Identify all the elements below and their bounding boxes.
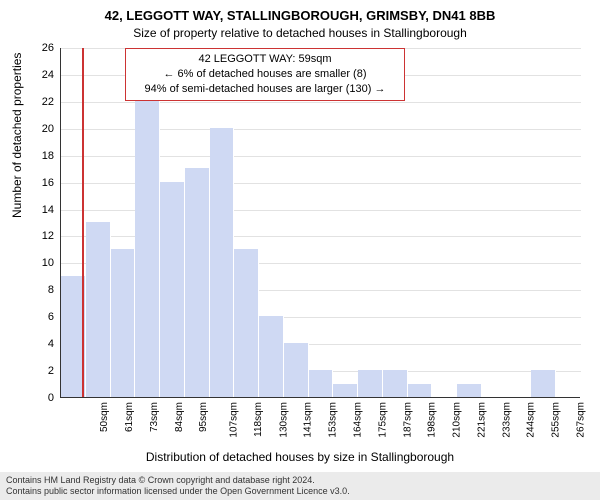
ytick-label: 16 (24, 177, 54, 189)
info-callout-line: 42 LEGGOTT WAY: 59sqm (132, 52, 398, 67)
histogram-bar (210, 128, 235, 397)
property-marker-line (82, 48, 84, 397)
xtick-label: 153sqm (328, 402, 339, 438)
ytick-label: 12 (24, 230, 54, 242)
x-axis-label: Distribution of detached houses by size … (0, 450, 600, 464)
info-callout-line: ← 6% of detached houses are smaller (8) (132, 67, 398, 82)
ytick-label: 0 (24, 392, 54, 404)
histogram-bar (333, 384, 358, 397)
ytick-label: 10 (24, 257, 54, 269)
xtick-label: 118sqm (253, 402, 264, 437)
xtick-label: 107sqm (229, 402, 240, 438)
ytick-label: 20 (24, 123, 54, 135)
chart-title: 42, LEGGOTT WAY, STALLINGBOROUGH, GRIMSB… (0, 8, 600, 23)
xtick-label: 244sqm (526, 402, 537, 438)
ytick-label: 18 (24, 150, 54, 162)
xtick-label: 233sqm (501, 402, 512, 438)
xtick-label: 164sqm (353, 402, 364, 438)
xtick-label: 61sqm (124, 402, 135, 432)
ytick-label: 26 (24, 42, 54, 54)
ytick-label: 14 (24, 204, 54, 216)
xtick-label: 255sqm (551, 402, 562, 438)
xtick-label: 187sqm (402, 402, 413, 438)
histogram-bar (531, 370, 556, 397)
footer-line-2: Contains public sector information licen… (6, 486, 594, 497)
histogram-bar (284, 343, 309, 397)
ytick-label: 4 (24, 338, 54, 350)
histogram-bar (408, 384, 433, 397)
xtick-label: 267sqm (575, 402, 586, 438)
histogram-bar (358, 370, 383, 397)
histogram-bar (234, 249, 259, 397)
histogram-bar (383, 370, 408, 397)
xtick-label: 130sqm (278, 402, 289, 438)
xtick-label: 210sqm (452, 402, 463, 438)
info-callout: 42 LEGGOTT WAY: 59sqm← 6% of detached ho… (125, 48, 405, 101)
xtick-label: 95sqm (198, 402, 209, 432)
ytick-label: 24 (24, 69, 54, 81)
info-callout-line: 94% of semi-detached houses are larger (… (132, 82, 398, 97)
histogram-bar (457, 384, 482, 397)
histogram-bar (111, 249, 136, 397)
xtick-label: 50sqm (99, 402, 110, 432)
xtick-label: 175sqm (377, 402, 388, 438)
histogram-bar (135, 101, 160, 397)
footer-line-1: Contains HM Land Registry data © Crown c… (6, 475, 594, 486)
xtick-label: 198sqm (427, 402, 438, 438)
histogram-bar (309, 370, 334, 397)
chart-container: 42, LEGGOTT WAY, STALLINGBOROUGH, GRIMSB… (0, 0, 600, 500)
xtick-label: 141sqm (303, 402, 314, 438)
ytick-label: 2 (24, 365, 54, 377)
chart-subtitle: Size of property relative to detached ho… (0, 26, 600, 40)
xtick-label: 84sqm (174, 402, 185, 432)
histogram-bar (185, 168, 210, 397)
histogram-bar (160, 182, 185, 397)
xtick-label: 221sqm (476, 402, 487, 438)
ytick-label: 6 (24, 311, 54, 323)
histogram-bar (259, 316, 284, 397)
footer-attribution: Contains HM Land Registry data © Crown c… (0, 472, 600, 500)
ytick-label: 22 (24, 96, 54, 108)
histogram-bar (86, 222, 111, 397)
ytick-label: 8 (24, 284, 54, 296)
y-axis-label: Number of detached properties (10, 53, 24, 218)
xtick-label: 73sqm (149, 402, 160, 432)
